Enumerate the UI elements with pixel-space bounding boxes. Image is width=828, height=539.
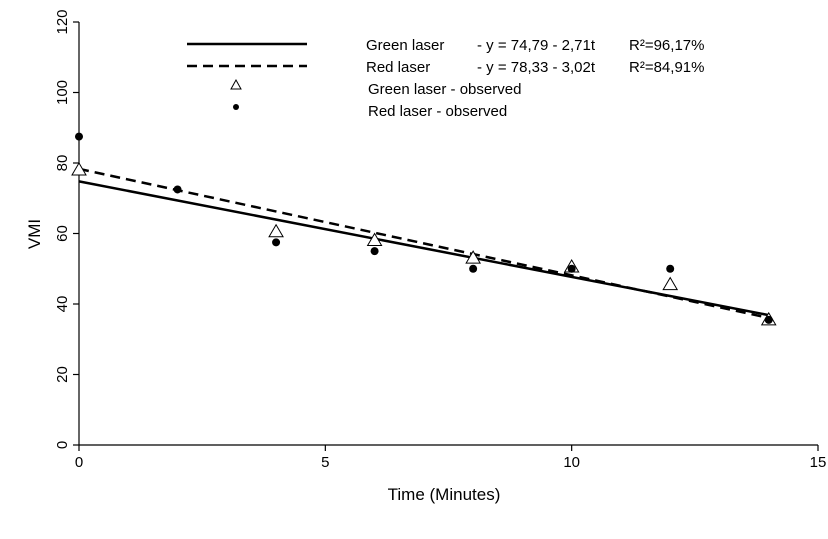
legend-swatch-red-observed [233, 104, 239, 110]
point-green-observed [268, 223, 284, 238]
x-tick-label: 5 [321, 454, 329, 471]
point-red-observed [272, 238, 281, 247]
legend-eq-green-fit: - y = 74,79 - 2,71t [477, 37, 596, 54]
point-green-observed [71, 162, 87, 176]
legend-r2-red-fit: R²=84,91% [629, 59, 704, 76]
y-tick-label: 100 [54, 80, 71, 105]
ticks: 0 5 10 15 0 20 40 60 80 100 120 [54, 9, 826, 471]
point-green-observed [465, 250, 482, 264]
legend-eq-red-fit: - y = 78,33 - 3,02t [477, 59, 596, 76]
data-points [71, 132, 777, 326]
point-green-observed [366, 232, 383, 247]
y-tick-label: 20 [54, 366, 71, 383]
fit-lines [78, 167, 769, 320]
fit-line-green [78, 180, 769, 317]
point-red-observed [567, 264, 576, 273]
legend-label-red-fit: Red laser [366, 59, 430, 76]
point-red-observed [173, 185, 182, 194]
x-tick-label: 0 [75, 454, 83, 471]
fit-line-red [78, 167, 769, 320]
y-tick-label: 60 [54, 225, 71, 242]
x-axis-title: Time (Minutes) [388, 485, 501, 504]
legend-r2-green-fit: R²=96,17% [629, 37, 704, 54]
x-tick-label: 10 [563, 454, 580, 471]
y-tick-label: 120 [54, 9, 71, 34]
y-axis-title: VMI [25, 219, 44, 249]
point-green-observed [662, 276, 679, 291]
legend-swatch-green-observed [230, 78, 242, 90]
x-tick-label: 15 [810, 454, 827, 471]
point-red-observed [469, 264, 478, 273]
legend-label-red-observed: Red laser - observed [368, 103, 507, 120]
point-red-observed [764, 315, 773, 324]
point-red-observed [666, 264, 675, 273]
point-red-observed [370, 247, 379, 256]
y-tick-label: 0 [54, 441, 71, 449]
legend-label-green-fit: Green laser [366, 37, 444, 54]
y-tick-label: 40 [54, 296, 71, 313]
y-tick-label: 80 [54, 155, 71, 172]
legend-label-green-observed: Green laser - observed [368, 81, 521, 98]
point-red-observed [75, 132, 83, 141]
legend: Green laser - y = 74,79 - 2,71t R²=96,17… [187, 37, 704, 120]
